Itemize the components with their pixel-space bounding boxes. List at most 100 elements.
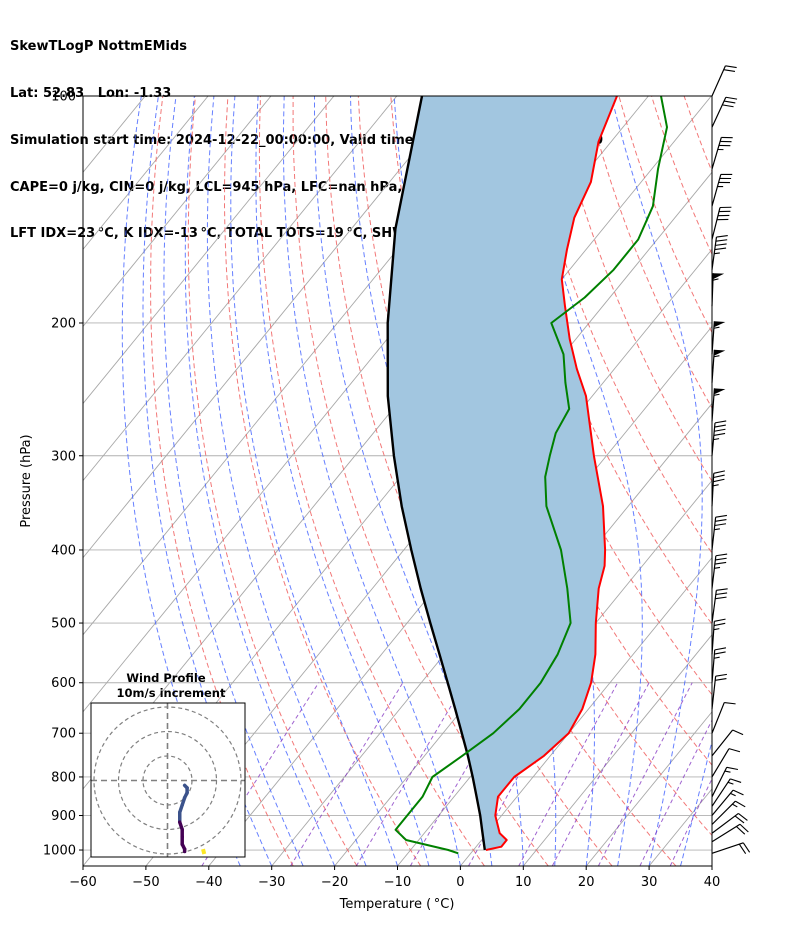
- isotherm--140: [83, 96, 209, 251]
- dry-adiabat-150: [749, 96, 794, 866]
- barb-pennant: [713, 388, 726, 395]
- y-tick-label: 300: [51, 449, 76, 464]
- y-axis-label: Pressure (hPa): [19, 434, 34, 527]
- x-tick-label: 30: [641, 875, 658, 890]
- title-line-2: Lat: 52.83 Lon: -1.33: [10, 85, 172, 101]
- wind-barb: [711, 321, 726, 355]
- wind-barb: [711, 65, 737, 97]
- isotherm-20: [585, 711, 712, 866]
- hodograph-content: [91, 703, 245, 857]
- dry-adiabat--10: [223, 96, 422, 866]
- y-tick-label: 900: [51, 809, 76, 824]
- x-tick-label: −60: [69, 875, 96, 890]
- barb-flag: [723, 69, 736, 72]
- dry-adiabat-10: [292, 96, 549, 866]
- x-axis-ticks: −60 −50 −40 −30 −20 −10 0 10 20 30 40: [69, 866, 720, 890]
- mixing-ratio-0.4: [290, 682, 404, 866]
- mixing-ratio-7: [518, 682, 619, 866]
- barb-pennant: [712, 273, 725, 280]
- cin-shading: [387, 96, 617, 850]
- barb-half-flag: [713, 355, 720, 358]
- hodograph-frame: [90, 702, 246, 858]
- barb-flag: [715, 678, 727, 681]
- dry-adiabat--20: [187, 96, 358, 866]
- barb-half-flag: [712, 484, 719, 487]
- isotherm--130: [83, 96, 272, 328]
- barb-half-flag: [732, 803, 738, 808]
- barb-half-flag: [713, 656, 720, 659]
- wind-barb: [711, 800, 746, 825]
- barb-flag: [739, 823, 749, 833]
- moist-adiabat--15: [206, 96, 367, 866]
- barb-flag: [726, 766, 739, 771]
- wind-barb: [711, 766, 739, 798]
- hodograph-title: Wind Profile: [126, 671, 206, 685]
- barb-staff: [711, 137, 722, 170]
- isotherm--20: [334, 402, 712, 866]
- wind-barb: [711, 206, 732, 240]
- isotherm--100: [83, 96, 461, 559]
- wind-barb: [711, 823, 749, 843]
- barb-flag: [714, 523, 727, 527]
- barb-flag: [734, 815, 745, 824]
- barb-flag: [714, 647, 727, 651]
- x-tick-label: 20: [578, 875, 595, 890]
- barb-staff: [711, 517, 717, 551]
- barb-flag: [714, 618, 726, 622]
- barb-flag: [715, 557, 727, 561]
- barb-half-flag: [714, 566, 721, 569]
- x-axis-label: Temperature ( °C): [339, 897, 455, 912]
- y-tick-label: 1000: [43, 844, 76, 859]
- barb-flag: [715, 519, 727, 522]
- x-tick-label: 10: [515, 875, 532, 890]
- wind-barb: [711, 235, 728, 270]
- wind-barb: [711, 588, 728, 624]
- barb-staff: [711, 823, 741, 843]
- barb-flag: [715, 239, 728, 242]
- wind-barb: [711, 514, 727, 551]
- barb-flag: [715, 243, 727, 246]
- wind-barb: [711, 789, 744, 816]
- barb-staff: [711, 842, 744, 854]
- barb-staff: [711, 748, 730, 778]
- y-axis-ticks: 100 200 300 400 500 600 700 800 900 1000: [43, 90, 83, 859]
- wind-barb: [711, 173, 733, 207]
- mixing-ratio-32: [669, 777, 712, 866]
- barb-staff: [711, 555, 717, 589]
- barb-flag: [714, 428, 726, 432]
- barb-flag: [725, 96, 738, 100]
- parcel-profile-line: [386, 96, 486, 851]
- profiles: [386, 96, 668, 855]
- cin-area: [387, 96, 617, 850]
- dry-adiabat-0: [258, 96, 485, 866]
- barb-flag: [714, 247, 727, 251]
- barb-flag: [713, 432, 726, 436]
- barb-flag: [715, 553, 728, 557]
- temperature-line: [485, 96, 618, 851]
- mixing-ratio-24: [639, 719, 712, 866]
- barb-flag: [713, 622, 726, 627]
- barb-flag: [713, 474, 725, 479]
- barb-staff: [711, 778, 731, 807]
- mixing-ratio-1: [355, 682, 466, 866]
- wind-barb: [711, 673, 727, 710]
- barb-flag: [742, 842, 751, 853]
- x-tick-label: −20: [321, 875, 348, 890]
- moist-adiabat--5: [255, 96, 430, 866]
- barb-half-flag: [713, 326, 720, 329]
- barb-flag: [715, 673, 727, 677]
- barb-flag: [723, 100, 736, 104]
- wind-barbs: [711, 65, 751, 854]
- barb-half-flag: [713, 438, 720, 441]
- hodograph-surface-segment: [201, 848, 207, 855]
- wind-barb: [711, 842, 751, 854]
- wind-barb: [711, 647, 727, 683]
- barb-flag: [714, 420, 727, 424]
- mixing-ratio-16: [597, 682, 693, 866]
- x-tick-label: −10: [384, 875, 411, 890]
- wind-barb: [711, 420, 727, 456]
- barb-staff: [711, 812, 739, 834]
- barb-staff: [711, 729, 734, 757]
- moist-adiabat--20: [184, 96, 336, 866]
